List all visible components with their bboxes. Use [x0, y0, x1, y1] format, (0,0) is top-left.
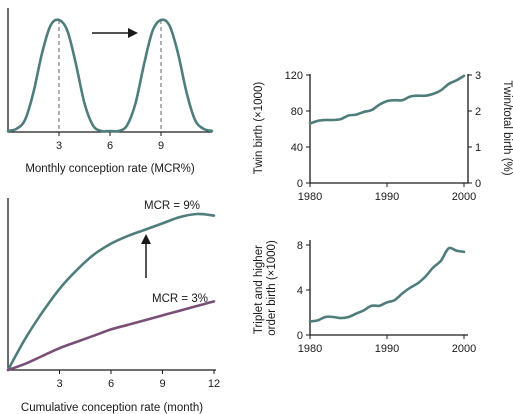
mcr9-curve: [6, 212, 216, 372]
panel1-xlabel: Monthly conception rate (MCR%): [25, 163, 195, 175]
panel1-xtick-label: 6: [107, 140, 113, 152]
panel-monthly-conception: 3 6 9 Monthly conception rate (MCR%): [6, 8, 214, 175]
panel2-xtick-label: 12: [208, 378, 220, 390]
panel4-ylabel: Triplet and higher order birth (×1000): [253, 240, 278, 336]
panel3-ytick-label: 0: [297, 178, 303, 190]
mcr3-label: MCR = 3%: [152, 293, 208, 305]
panel1-peak-dashes: [58, 20, 162, 132]
panel4-xtick-label: 1990: [375, 343, 399, 355]
panel4-xtick-label: 1980: [298, 343, 322, 355]
mcr9-label: MCR = 9%: [144, 200, 200, 212]
panel3-right-ytick-label: 1: [475, 142, 481, 154]
panel3-right-ytick-label: 2: [475, 106, 481, 118]
panel2-xlabel: Cumulative conception rate (month): [21, 402, 203, 414]
panel1-xtick-label: 3: [56, 140, 62, 152]
mcr3-curve: [6, 300, 216, 372]
panel-triplet-birth: 1980 1990 2000 0 4 8 Triplet and higher order…: [253, 240, 476, 355]
panel4-ytick-label: 4: [297, 285, 303, 297]
panel3-right-ytick-label: 3: [475, 70, 481, 82]
panel4-ylabel-line2: order birth (×1000): [266, 240, 278, 336]
panel3-xtick-label: 1990: [375, 191, 399, 203]
panel4-xtick-label: 2000: [452, 343, 476, 355]
panel3-y2label: Twin/total birth (%): [501, 80, 513, 175]
panel3-right-ytick-label: 0: [475, 178, 481, 190]
panel1-curve: [6, 18, 214, 133]
panel4-curve: [308, 246, 466, 323]
panel4-ylabel-line1: Triplet and higher: [253, 245, 265, 334]
panel3-curve: [308, 74, 466, 125]
panel3-ylabel: Twin birth (×1000): [253, 82, 265, 175]
panel4-ytick-label: 8: [297, 240, 303, 252]
panel3-ytick-label: 40: [291, 142, 303, 154]
panel2-x-ticks: 3 6 9 12: [56, 370, 220, 390]
panel2-xtick-label: 9: [159, 378, 165, 390]
panel1-x-ticks: 3 6 9: [56, 132, 164, 152]
panel3-xtick-label: 1980: [298, 191, 322, 203]
panel3-xtick-label: 2000: [452, 191, 476, 203]
panel4-ticks: 1980 1990 2000 0 4 8: [297, 240, 476, 355]
panel-cumulative-conception: 3 6 9 12 MCR = 9% MCR = 3% Cumulative conce…: [6, 198, 220, 414]
panel4-ytick-label: 0: [297, 330, 303, 342]
panel3-axes: [309, 74, 469, 184]
panel2-axes: [7, 198, 216, 371]
panel2-xtick-label: 3: [56, 378, 62, 390]
panel3-ytick-label: 120: [285, 70, 303, 82]
panel1-xtick-label: 9: [158, 140, 164, 152]
panel2-xtick-label: 6: [108, 378, 114, 390]
panel3-ytick-label: 80: [291, 106, 303, 118]
